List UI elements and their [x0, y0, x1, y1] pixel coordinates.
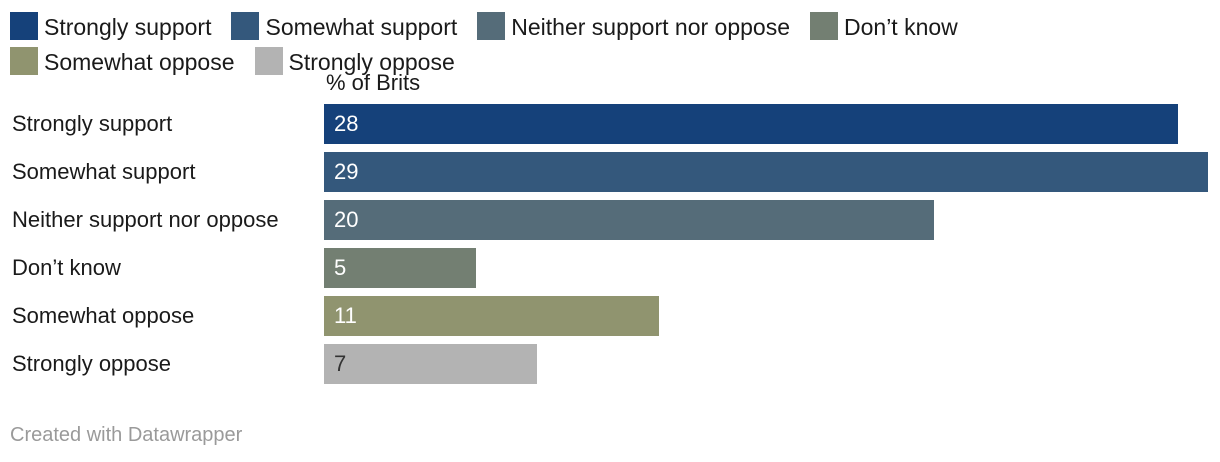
legend-label: Don’t know [844, 14, 958, 40]
legend-label: Somewhat support [265, 14, 458, 40]
bar: 29 [324, 152, 1208, 192]
bar: 11 [324, 296, 660, 336]
legend-swatch [231, 12, 260, 40]
category-label: Somewhat oppose [12, 303, 195, 328]
bar-value-label: 29 [334, 159, 359, 184]
legend-label: Strongly support [44, 14, 212, 40]
bar: 28 [324, 104, 1178, 144]
legend-item: Strongly oppose [254, 45, 455, 80]
legend: Strongly support Somewhat support Neither … [10, 10, 1210, 80]
legend-swatch [810, 12, 838, 40]
legend-swatch [10, 47, 38, 75]
legend-item: Somewhat support [231, 10, 457, 45]
bar: 5 [324, 248, 477, 288]
legend-swatch [254, 47, 283, 75]
legend-swatch [477, 12, 506, 40]
legend-swatch [10, 12, 38, 40]
legend-item: Strongly support [10, 10, 211, 45]
category-label: Strongly oppose [12, 351, 171, 376]
credit-text: Created with Datawrapper [10, 424, 243, 446]
bar-value-label: 7 [334, 351, 347, 376]
bar: 7 [324, 344, 538, 384]
legend-item: Don’t know [810, 10, 958, 45]
bar-value-label: 28 [334, 111, 359, 136]
category-label: Strongly support [12, 111, 173, 136]
legend-label: Neither support nor oppose [511, 14, 790, 40]
axis-label: % of Brits [326, 70, 421, 95]
legend-item: Somewhat oppose [10, 45, 235, 80]
bar-value-label: 5 [334, 255, 347, 280]
bar-value-label: 11 [334, 303, 357, 328]
bar-value-label: 20 [334, 207, 359, 232]
bar: 20 [324, 200, 934, 240]
category-label: Somewhat support [12, 159, 196, 184]
category-label: Neither support nor oppose [12, 207, 279, 232]
legend-label: Somewhat oppose [44, 49, 235, 75]
legend-label: Strongly oppose [288, 49, 455, 75]
legend-item: Neither support nor oppose [477, 10, 790, 45]
category-label: Don’t know [12, 255, 121, 280]
